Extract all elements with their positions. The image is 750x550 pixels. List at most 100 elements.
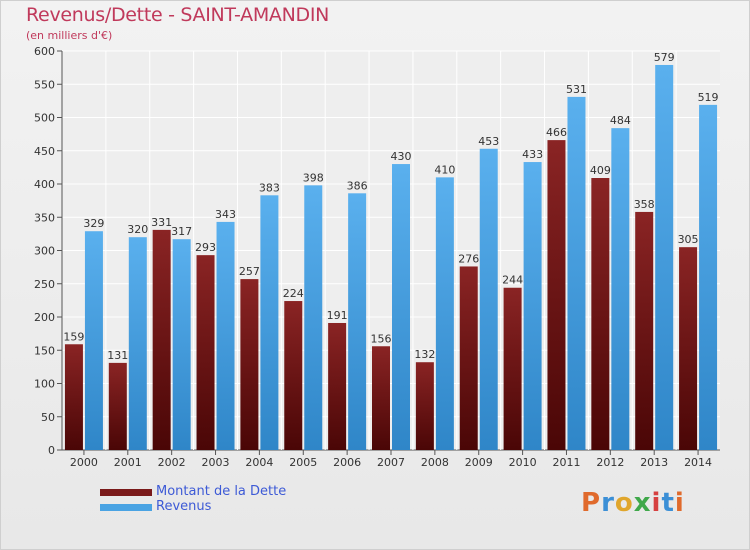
data-label-dette: 224 (283, 287, 304, 300)
y-tick-label: 150 (34, 344, 55, 357)
bar-dette (372, 346, 390, 450)
data-label-dette: 358 (634, 198, 655, 211)
bar-dette (504, 288, 522, 450)
data-label-dette: 131 (107, 349, 128, 362)
x-tick-label: 2006 (333, 456, 361, 469)
data-label-revenus: 383 (259, 181, 280, 194)
bar-dette (591, 178, 609, 450)
data-label-revenus: 519 (698, 91, 719, 104)
y-tick-label: 250 (34, 278, 55, 291)
legend-swatch-dette (100, 489, 152, 496)
y-tick-label: 300 (34, 245, 55, 258)
y-tick-label: 500 (34, 112, 55, 125)
x-tick-label: 2012 (596, 456, 624, 469)
bar-revenus (611, 128, 629, 450)
y-tick-label: 200 (34, 311, 55, 324)
bar-revenus (217, 222, 235, 450)
bar-revenus (436, 177, 454, 450)
x-tick-label: 2009 (465, 456, 493, 469)
data-label-revenus: 484 (610, 114, 631, 127)
y-tick-label: 600 (34, 45, 55, 58)
data-label-dette: 159 (63, 330, 84, 343)
data-label-dette: 244 (502, 274, 523, 287)
y-tick-label: 550 (34, 78, 55, 91)
x-tick-label: 2001 (114, 456, 142, 469)
x-tick-label: 2010 (509, 456, 537, 469)
data-label-revenus: 317 (171, 225, 192, 238)
bar-dette (547, 140, 565, 450)
x-tick-label: 2002 (158, 456, 186, 469)
bar-revenus (567, 97, 585, 450)
bar-revenus (173, 239, 191, 450)
y-tick-label: 50 (41, 411, 55, 424)
bar-revenus (655, 65, 673, 450)
y-tick-label: 450 (34, 145, 55, 158)
data-label-dette: 409 (590, 164, 611, 177)
bar-revenus (392, 164, 410, 450)
bar-dette (109, 363, 127, 450)
bar-chart: 0 50 100 150 200 250 300 350 400 450 500 550 600 2000… (0, 0, 750, 550)
data-label-revenus: 398 (303, 171, 324, 184)
data-label-revenus: 579 (654, 51, 675, 64)
data-label-dette: 276 (458, 252, 479, 265)
bar-revenus (699, 105, 717, 450)
x-tick-label: 2005 (289, 456, 317, 469)
logo-letter: o (615, 488, 634, 518)
data-label-revenus: 430 (391, 150, 412, 163)
bar-dette (284, 301, 302, 450)
data-label-revenus: 329 (83, 217, 104, 230)
y-tick-label: 0 (48, 444, 55, 457)
legend-label-dette: Montant de la Dette (156, 484, 286, 499)
bar-revenus (524, 162, 542, 450)
bar-dette (65, 344, 83, 450)
data-label-dette: 466 (546, 126, 567, 139)
data-label-dette: 132 (414, 348, 435, 361)
data-label-dette: 331 (151, 216, 172, 229)
x-tick-label: 2000 (70, 456, 98, 469)
bar-revenus (85, 231, 103, 450)
y-tick-label: 350 (34, 211, 55, 224)
data-label-revenus: 531 (566, 83, 587, 96)
logo-letter: i (652, 488, 662, 518)
logo-letter: t (661, 488, 674, 518)
bar-dette (679, 247, 697, 450)
data-label-dette: 191 (327, 309, 348, 322)
logo-letter: r (601, 488, 615, 518)
bar-dette (460, 266, 478, 450)
bar-revenus (260, 195, 278, 450)
y-tick-label: 400 (34, 178, 55, 191)
x-tick-label: 2003 (202, 456, 230, 469)
data-label-revenus: 453 (478, 135, 499, 148)
bar-dette (635, 212, 653, 450)
y-tick-label: 100 (34, 378, 55, 391)
x-tick-label: 2014 (684, 456, 712, 469)
data-label-dette: 305 (678, 233, 699, 246)
x-tick-label: 2004 (245, 456, 273, 469)
bar-dette (197, 255, 215, 450)
bar-dette (153, 230, 171, 450)
bar-dette (416, 362, 434, 450)
legend-label-revenus: Revenus (156, 499, 211, 514)
data-label-revenus: 410 (434, 163, 455, 176)
data-label-revenus: 386 (347, 179, 368, 192)
bar-revenus (304, 185, 322, 450)
data-label-dette: 257 (239, 265, 260, 278)
logo-letter: i (675, 488, 685, 518)
bar-revenus (129, 237, 147, 450)
x-tick-label: 2011 (552, 456, 580, 469)
bar-revenus (348, 193, 366, 450)
x-tick-label: 2007 (377, 456, 405, 469)
data-label-dette: 293 (195, 241, 216, 254)
x-tick-label: 2008 (421, 456, 449, 469)
data-label-dette: 156 (371, 332, 392, 345)
bar-revenus (480, 149, 498, 450)
data-label-revenus: 320 (127, 223, 148, 236)
x-tick-label: 2013 (640, 456, 668, 469)
data-label-revenus: 433 (522, 148, 543, 161)
bar-dette (328, 323, 346, 450)
proxiti-logo: Proxiti (581, 488, 685, 518)
data-label-revenus: 343 (215, 208, 236, 221)
legend-swatch-revenus (100, 504, 152, 511)
logo-letter: x (634, 488, 652, 518)
bar-dette (240, 279, 258, 450)
